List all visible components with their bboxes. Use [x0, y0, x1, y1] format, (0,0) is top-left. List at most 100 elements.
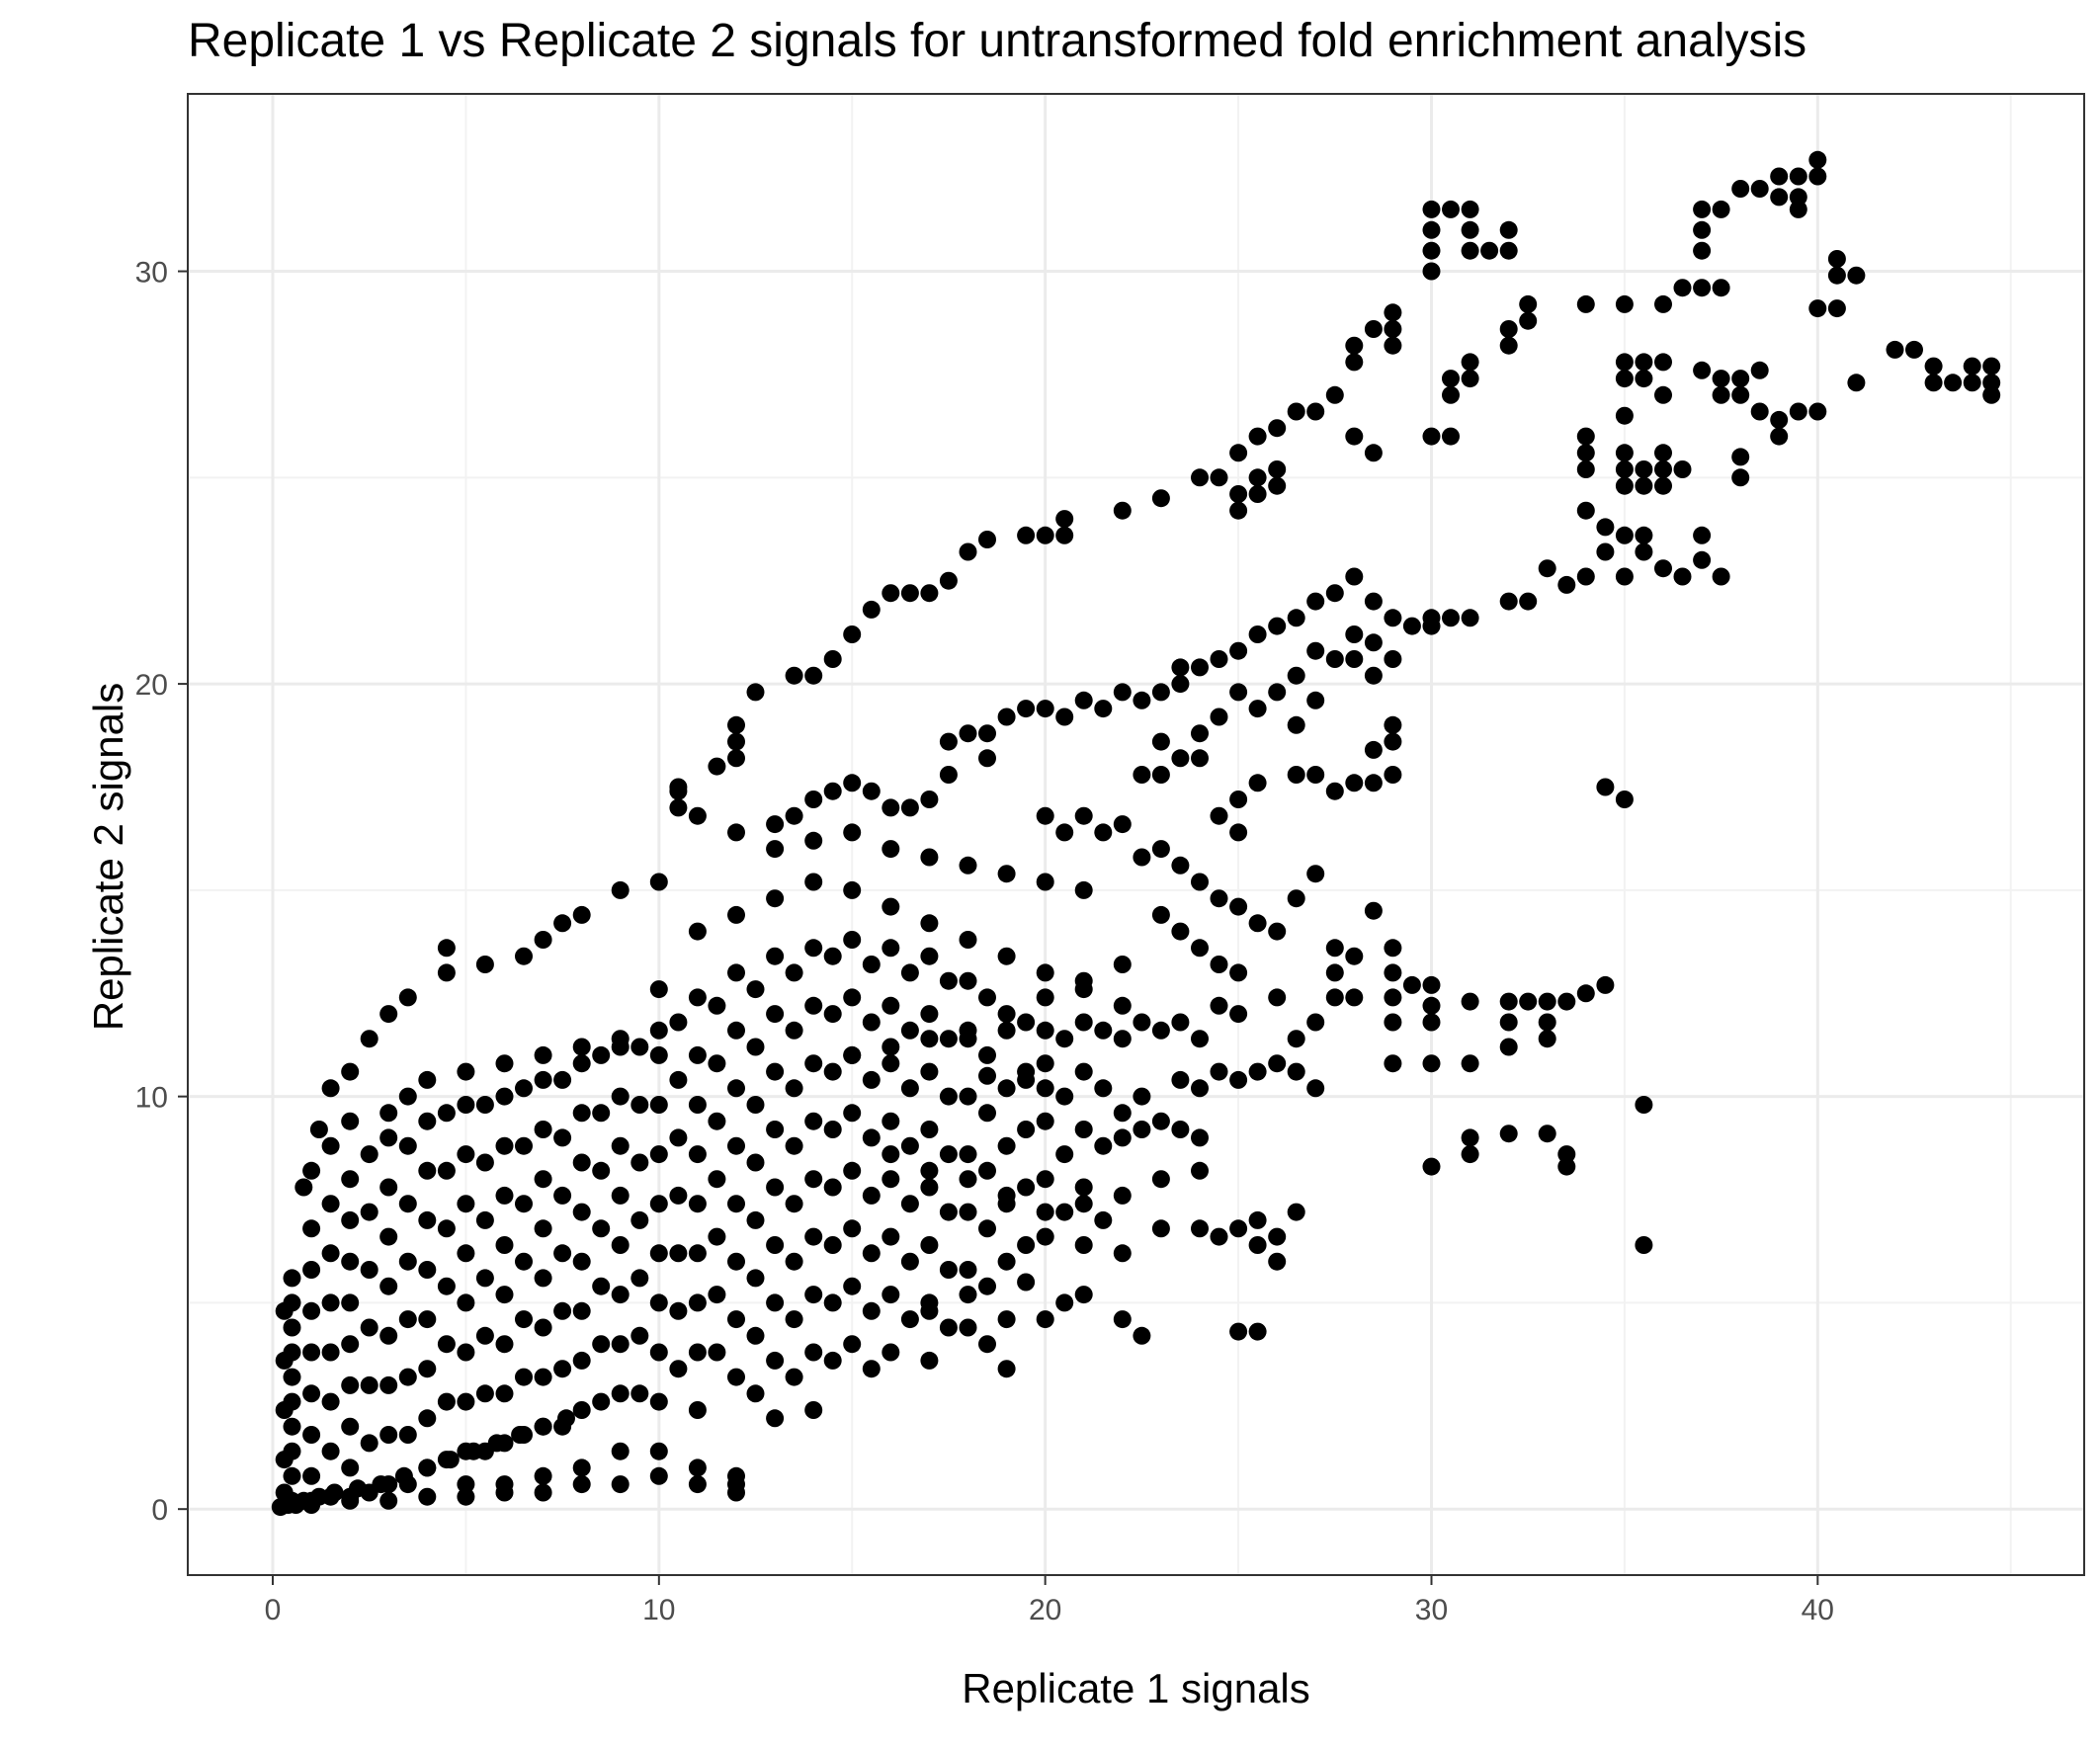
data-point: [1576, 501, 1595, 520]
data-point: [592, 1277, 611, 1295]
data-point: [1229, 1322, 1248, 1341]
data-point: [1133, 691, 1151, 709]
data-point: [727, 1252, 745, 1271]
data-point: [495, 1087, 514, 1106]
data-point: [843, 823, 862, 842]
data-point: [611, 1384, 630, 1403]
data-point: [341, 1210, 360, 1229]
data-point: [785, 806, 803, 825]
data-point: [1036, 963, 1054, 982]
data-point: [341, 1335, 360, 1354]
data-point: [1171, 749, 1190, 768]
data-point: [1113, 683, 1132, 702]
data-point: [1171, 1121, 1190, 1138]
data-point: [1461, 992, 1479, 1011]
data-point: [1442, 385, 1460, 404]
data-point: [1055, 1087, 1074, 1106]
data-point: [1191, 658, 1209, 677]
data-point: [1827, 266, 1846, 285]
data-point: [1731, 385, 1750, 404]
data-point: [1461, 370, 1479, 388]
data-point: [708, 1286, 726, 1304]
data-point: [862, 1301, 881, 1320]
data-point: [862, 1070, 881, 1089]
data-point: [1384, 766, 1402, 784]
data-point: [1191, 1161, 1209, 1180]
data-point: [1442, 370, 1460, 388]
data-point: [1036, 1203, 1054, 1221]
data-point: [843, 1335, 862, 1354]
data-point: [398, 1136, 417, 1155]
data-point: [746, 1153, 765, 1172]
data-point: [1094, 823, 1113, 842]
data-point: [283, 1466, 301, 1485]
data-point: [275, 1401, 294, 1419]
data-point: [1384, 963, 1402, 982]
data-point: [1384, 336, 1402, 355]
data-point: [553, 1301, 572, 1320]
data-point: [766, 1178, 785, 1197]
data-point: [882, 897, 900, 916]
data-point: [1287, 715, 1305, 734]
data-point: [379, 1104, 398, 1123]
data-point: [997, 1252, 1016, 1271]
data-point: [862, 1244, 881, 1263]
data-point: [630, 1153, 649, 1172]
data-point: [920, 1161, 939, 1180]
data-point: [1615, 353, 1634, 372]
data-point: [1538, 992, 1556, 1011]
data-point: [649, 1392, 668, 1411]
data-point: [1036, 1079, 1054, 1098]
data-point: [649, 1343, 668, 1362]
data-point: [1191, 1128, 1209, 1147]
data-point: [441, 1451, 460, 1469]
data-point: [959, 971, 977, 990]
data-point: [649, 1244, 668, 1263]
data-point: [341, 1062, 360, 1081]
data-point: [1384, 939, 1402, 958]
data-point: [920, 1005, 939, 1024]
data-point: [1364, 444, 1383, 462]
data-point: [379, 1426, 398, 1444]
data-point: [1229, 485, 1248, 503]
data-point: [1345, 336, 1364, 355]
data-point: [823, 782, 842, 800]
data-point: [1151, 840, 1170, 859]
data-point: [553, 1070, 572, 1089]
data-point: [1036, 526, 1054, 544]
data-point: [1345, 650, 1364, 668]
data-point: [321, 1343, 340, 1362]
data-point: [978, 1104, 996, 1123]
data-point: [457, 1487, 475, 1506]
data-point: [978, 1045, 996, 1064]
data-point: [959, 1030, 977, 1048]
data-point: [1248, 1236, 1267, 1254]
data-point: [1074, 1178, 1093, 1197]
data-point: [746, 1326, 765, 1345]
data-point: [1113, 1030, 1132, 1048]
data-point: [1248, 625, 1267, 643]
data-point: [688, 1458, 707, 1477]
data-point: [398, 988, 417, 1007]
data-point: [1017, 1013, 1036, 1032]
data-point: [360, 1203, 378, 1221]
data-point: [804, 1401, 823, 1419]
data-point: [959, 724, 977, 743]
y-tick-label: 30: [135, 257, 168, 290]
data-point: [611, 880, 630, 899]
data-point: [572, 1104, 591, 1123]
data-point: [1325, 782, 1344, 800]
data-point: [1229, 963, 1248, 982]
data-point: [1036, 873, 1054, 891]
data-point: [457, 1244, 475, 1263]
data-point: [457, 1475, 475, 1494]
data-point: [349, 1479, 367, 1498]
data-point: [495, 1186, 514, 1205]
y-tick-label: 20: [135, 669, 168, 702]
data-point: [630, 1269, 649, 1288]
data-point: [1789, 200, 1807, 218]
data-point: [1171, 856, 1190, 875]
data-point: [1287, 402, 1305, 421]
data-point: [1384, 303, 1402, 322]
data-point: [900, 1195, 919, 1213]
